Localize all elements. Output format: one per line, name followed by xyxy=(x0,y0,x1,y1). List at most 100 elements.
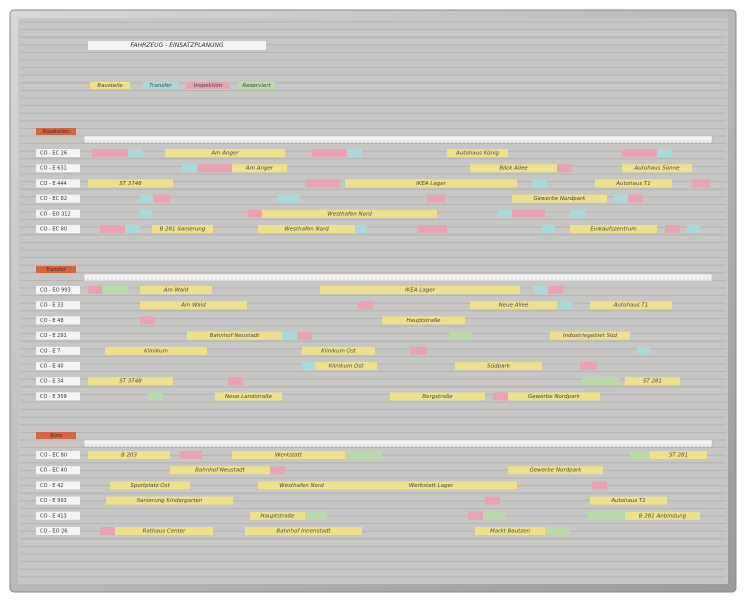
strip-label: Neue Landstraße xyxy=(225,394,273,400)
planning-strip xyxy=(197,164,232,173)
planning-strip xyxy=(165,149,285,157)
planning-strip xyxy=(92,149,128,157)
planning-strip xyxy=(548,286,563,294)
planning-strip xyxy=(637,346,650,355)
strip-label: Hauptstraße xyxy=(406,318,441,324)
planning-strip xyxy=(590,496,667,505)
row-label: CO - EC 40 xyxy=(40,468,67,474)
strip-label: Klinikum xyxy=(144,348,168,354)
planning-strip xyxy=(302,346,375,355)
row-card xyxy=(36,527,80,535)
planning-strip xyxy=(595,179,672,188)
planning-strip xyxy=(614,194,628,203)
strip-label: Am Anger xyxy=(210,151,239,157)
strip-label: Autohaus König xyxy=(455,151,500,157)
section-label: Baustellen xyxy=(43,129,69,135)
planning-strip xyxy=(215,392,282,401)
planning-strip xyxy=(512,209,545,218)
row-card xyxy=(36,179,80,188)
planning-strip xyxy=(100,527,115,535)
planning-strip xyxy=(320,286,520,294)
strip-label: Rathaus Center xyxy=(143,529,187,535)
planning-strip xyxy=(622,164,692,173)
planning-strip xyxy=(140,286,212,294)
strip-label: Klinikum Ost xyxy=(329,364,365,370)
strip-label: Gewerbe Nordpark xyxy=(528,394,581,400)
planning-strip xyxy=(347,149,362,157)
planning-strip xyxy=(152,225,213,233)
planning-strip xyxy=(650,451,707,459)
planning-strip xyxy=(358,301,373,310)
planning-strip xyxy=(498,209,512,218)
row-card xyxy=(36,377,80,386)
planning-strip xyxy=(140,209,152,218)
planning-strip xyxy=(262,209,437,218)
row-label: CO - E 359 xyxy=(40,394,67,400)
section-label: Transfer xyxy=(45,267,67,273)
legend-chip xyxy=(90,82,130,89)
strip-label: Am Wald xyxy=(163,288,189,294)
planning-strip xyxy=(588,511,625,520)
row-label: CO - E 7 xyxy=(40,348,60,354)
strip-label: Sanierung Kindergarten xyxy=(137,498,203,504)
planning-strip xyxy=(305,179,340,188)
legend-label: Baustelle xyxy=(97,83,123,89)
row-card xyxy=(36,511,80,520)
strip-label: ST 3748 xyxy=(119,379,142,385)
planning-strip xyxy=(282,331,297,340)
planning-strip xyxy=(105,346,207,355)
row-card xyxy=(36,194,80,203)
legend-label: Transfer xyxy=(149,83,172,89)
planning-strip xyxy=(258,481,345,490)
row-label: CO - EO 312 xyxy=(40,211,71,217)
row-card xyxy=(36,346,80,355)
row-label: CO - EO 993 xyxy=(40,288,71,294)
planning-strip xyxy=(110,481,190,490)
strip-label: Werkstatt xyxy=(275,453,303,459)
strip-label: Südpark xyxy=(487,364,511,370)
planning-strip xyxy=(450,331,472,340)
row-card xyxy=(36,149,80,157)
row-card xyxy=(36,316,80,325)
planning-strip xyxy=(228,377,243,386)
planning-strip xyxy=(88,451,170,459)
strip-label: Gewerbe Nordpark xyxy=(534,196,587,202)
planning-strip xyxy=(418,225,447,233)
strip-label: B 281 Anbindung xyxy=(639,513,687,519)
strip-label: Klinikum Ost xyxy=(321,348,357,354)
planning-strip xyxy=(106,496,233,505)
planning-strip xyxy=(232,164,287,173)
planning-strip xyxy=(557,301,572,310)
strip-label: Bahnhof Innenstadt xyxy=(276,529,331,535)
strip-label: IKEA Lager xyxy=(416,181,447,187)
planning-strip xyxy=(508,466,603,475)
title: FAHRZEUG - EINSATZPLANUNG xyxy=(130,42,224,49)
strip-label: Blick Allee xyxy=(499,166,528,172)
planning-strip xyxy=(410,346,427,355)
row-card xyxy=(36,362,80,370)
row-card xyxy=(36,225,80,233)
planning-strip xyxy=(493,392,508,401)
strip-label: Industriegebiet Süd xyxy=(563,333,617,339)
row-label: CO - E 631 xyxy=(40,166,67,172)
row-label: CO - E 413 xyxy=(40,513,67,519)
planning-strip xyxy=(315,362,377,370)
row-card xyxy=(36,481,80,490)
planning-strip xyxy=(232,451,345,459)
row-card xyxy=(36,301,80,310)
strip-label: B 281 Sanierung xyxy=(160,227,206,233)
section-tab xyxy=(36,128,76,135)
row-card xyxy=(36,286,80,294)
planning-strip xyxy=(88,377,173,386)
planning-strip xyxy=(580,362,597,370)
planning-strip xyxy=(692,179,710,188)
planning-strip xyxy=(312,149,347,157)
planning-strip xyxy=(302,362,315,370)
strip-label: Am Wald xyxy=(180,303,206,309)
planning-strip xyxy=(88,286,102,294)
row-card xyxy=(36,209,80,218)
strip-label: Markt Bautzen xyxy=(490,529,531,535)
row-card xyxy=(36,164,80,173)
planning-strip xyxy=(447,149,508,157)
